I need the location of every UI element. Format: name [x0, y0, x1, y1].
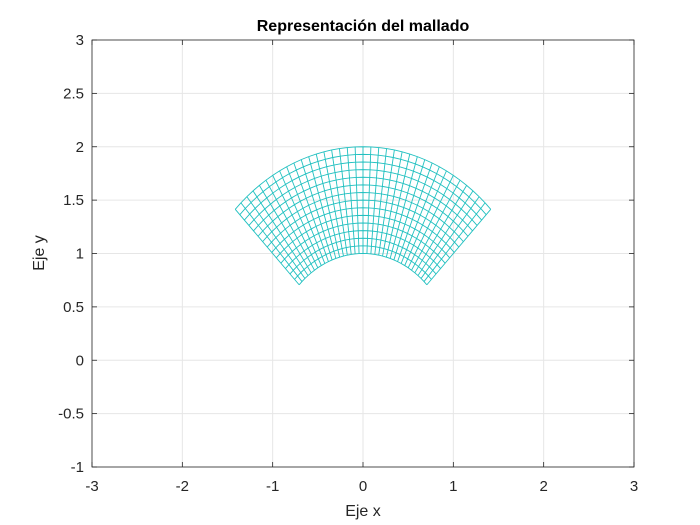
mesh-radial-line	[252, 190, 309, 276]
mesh-radial-line	[315, 153, 341, 258]
x-tick-label: -1	[266, 478, 279, 495]
y-axis-label: Eje y	[31, 235, 48, 271]
mesh-radial-line	[240, 202, 303, 282]
y-tick-label: 1.5	[63, 192, 84, 209]
x-tick-label: 3	[630, 478, 638, 495]
mesh-radial-line	[234, 208, 300, 286]
mesh-radial-line	[382, 151, 403, 257]
mesh-radial-line	[279, 170, 322, 266]
y-tick-label: 0.5	[63, 299, 84, 316]
y-tick-label: -1	[71, 459, 84, 476]
mesh-radial-line	[346, 147, 356, 254]
y-tick-label: 2.5	[63, 85, 84, 102]
mesh-radial-line	[397, 162, 433, 262]
x-axis-label: Eje x	[345, 503, 381, 520]
mesh-radial-line	[374, 148, 388, 255]
mesh	[234, 146, 492, 286]
mesh-radial-line	[272, 175, 319, 268]
mesh-radial-line	[420, 196, 480, 279]
y-tick-label: 0	[76, 352, 84, 369]
mesh-radial-line	[400, 166, 440, 264]
mesh-radial-line	[393, 159, 426, 261]
mesh-radial-line	[308, 156, 337, 259]
mesh-radial-line	[423, 202, 486, 282]
mesh-radial-line	[246, 196, 306, 279]
mesh-radial-line	[354, 146, 360, 254]
y-tick-label: -0.5	[58, 406, 84, 423]
mesh-radial-line	[366, 146, 372, 254]
mesh-radial-line	[300, 159, 333, 261]
mesh-radial-line	[286, 166, 326, 264]
mesh-radial-line	[265, 179, 315, 271]
mesh-radial-line	[258, 185, 312, 274]
y-tick-label: 2	[76, 139, 84, 156]
tick-labels: -3 -2 -1 0 1 2 3 -1 -0.5 0 0.5 1 1.5 2 2.5 3	[58, 32, 638, 495]
mesh-radial-line	[385, 153, 411, 258]
x-tick-label: 1	[449, 478, 457, 495]
mesh-radial-line	[370, 147, 380, 254]
mesh-radial-line	[331, 149, 348, 256]
mesh-radial-line	[323, 151, 344, 257]
x-tick-label: 2	[539, 478, 547, 495]
y-tick-label: 3	[76, 32, 84, 49]
y-tick-label: 1	[76, 246, 84, 263]
mesh-radial-line	[293, 162, 329, 262]
mesh-radial-line	[417, 190, 474, 276]
mesh-radial-line	[411, 179, 461, 271]
mesh-radial-line	[378, 149, 395, 256]
mesh-radial-line	[426, 208, 492, 286]
x-tick-label: -3	[85, 478, 98, 495]
x-tick-label: -2	[176, 478, 189, 495]
mesh-radial-line	[407, 175, 454, 268]
axes	[91, 39, 635, 468]
mesh-radial-line	[338, 148, 352, 255]
mesh-radial-line	[389, 156, 418, 259]
mesh-radial-line	[414, 185, 468, 274]
x-tick-label: 0	[359, 478, 367, 495]
chart-title: Representación del mallado	[257, 18, 470, 35]
mesh-radial-line	[404, 170, 447, 266]
